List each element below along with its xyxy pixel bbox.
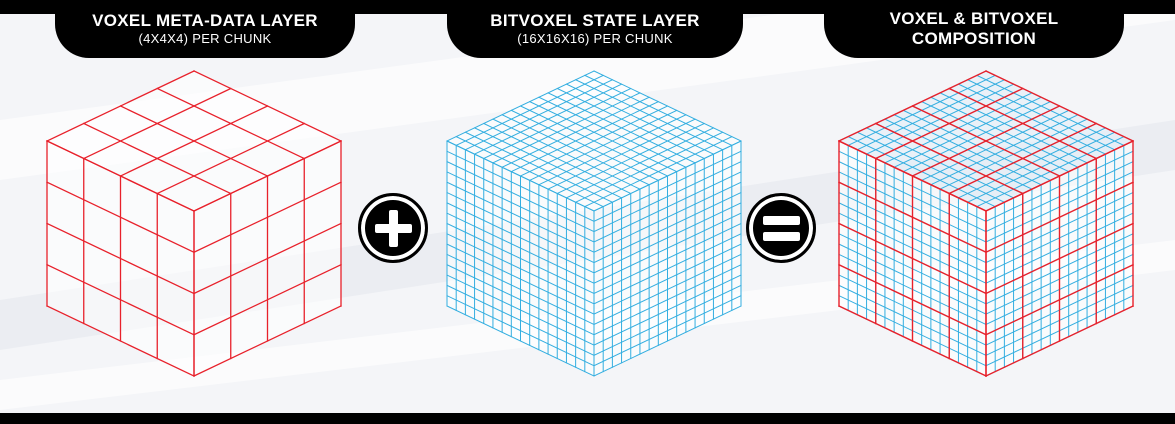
state-cube-left-line <box>446 295 595 367</box>
state-cube-left-line <box>446 243 595 315</box>
state-cube-left-line <box>446 264 595 336</box>
state-cube-left-line <box>446 222 595 295</box>
state-cube-top-line <box>584 135 733 208</box>
meta-cube-top-line <box>193 70 342 142</box>
state-cube-left-line <box>446 253 595 326</box>
state-cube-left-line <box>446 305 595 377</box>
composition-title-line2: COMPOSITION <box>911 29 1037 48</box>
state-cube-top-line <box>584 74 733 147</box>
state-cube-right-line <box>593 253 742 326</box>
state-layer-subtitle: (16X16X16) PER CHUNK <box>517 31 673 46</box>
comp-cube-coarse-left-line <box>838 263 987 336</box>
state-cube-top-line <box>574 79 724 151</box>
state-cube-right-line <box>593 274 742 346</box>
comp-cube-coarse-right-line <box>985 305 1134 377</box>
state-layer-title: BITVOXEL STATE LAYER <box>490 11 700 30</box>
meta-cube-left-line <box>46 263 195 336</box>
state-cube-top-line <box>529 109 678 182</box>
meta-cube-top-line <box>119 105 269 177</box>
comp-cube-coarse-left-line <box>838 222 987 295</box>
comp-cube-coarse-left-line <box>838 305 987 377</box>
meta-cube-right-line <box>193 305 342 377</box>
panel-title-meta-layer: VOXEL META-DATA LAYER (4X4X4) PER CHUNK <box>55 0 355 58</box>
state-cube-right-line <box>593 305 742 377</box>
comp-cube-coarse-top-line <box>948 87 1098 160</box>
state-cube-top-line <box>574 131 724 203</box>
meta-layer-subtitle: (4X4X4) PER CHUNK <box>138 31 272 46</box>
state-cube-top-line <box>519 105 669 177</box>
state-cube-top-line <box>547 92 696 164</box>
comp-cube-coarse-top-line <box>985 70 1134 142</box>
meta-layer-title: VOXEL META-DATA LAYER <box>92 11 318 30</box>
comp-cube-coarse-right-line <box>985 222 1134 295</box>
comp-cube-coarse-top-line <box>948 122 1098 195</box>
state-cube-right-line <box>593 222 742 295</box>
comp-cube-coarse-top-line <box>911 105 1061 177</box>
state-cube-left-line <box>446 274 595 346</box>
state-cube-right-line <box>593 233 742 305</box>
plus-icon <box>358 193 428 263</box>
panel-title-state-layer: BITVOXEL STATE LAYER (16X16X16) PER CHUN… <box>447 0 743 58</box>
state-cube-top-line <box>556 122 705 195</box>
state-cube-left-line <box>446 284 595 357</box>
meta-cube-left-line <box>46 222 195 295</box>
meta-cube-right-line <box>193 222 342 295</box>
state-cube-top-line <box>593 70 742 142</box>
state-cube-top-line <box>565 127 715 199</box>
state-cube-top-line <box>556 87 705 160</box>
bottom-bar <box>0 413 1175 424</box>
comp-cube-coarse-right-line <box>985 263 1134 336</box>
meta-cube-right-line <box>193 263 342 336</box>
state-cube-top-line <box>538 114 687 186</box>
state-cube-top-line <box>529 100 678 173</box>
state-cube-right-line <box>593 264 742 336</box>
state-cube-top-line <box>565 83 715 155</box>
meta-cube-top-line <box>156 122 306 195</box>
meta-cube-top-line <box>156 87 306 160</box>
state-cube-right-line <box>593 284 742 357</box>
panel-title-composition: VOXEL & BITVOXEL COMPOSITION <box>824 0 1124 58</box>
state-cube-top-line <box>547 118 696 190</box>
state-cube-left-line <box>446 233 595 305</box>
equals-icon <box>746 193 816 263</box>
state-cube-right-line <box>593 243 742 315</box>
state-cube-right-line <box>593 295 742 367</box>
state-cube-top-line <box>538 96 687 168</box>
meta-cube-left-line <box>46 305 195 377</box>
composition-title-line1: VOXEL & BITVOXEL <box>889 9 1059 28</box>
